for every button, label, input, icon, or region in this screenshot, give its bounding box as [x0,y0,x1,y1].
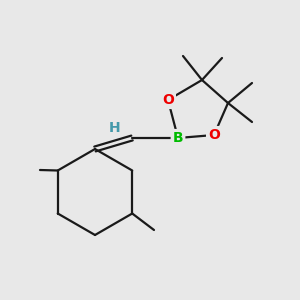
Text: H: H [109,121,121,135]
Text: B: B [173,131,183,145]
Text: O: O [208,128,220,142]
Text: O: O [162,93,174,107]
